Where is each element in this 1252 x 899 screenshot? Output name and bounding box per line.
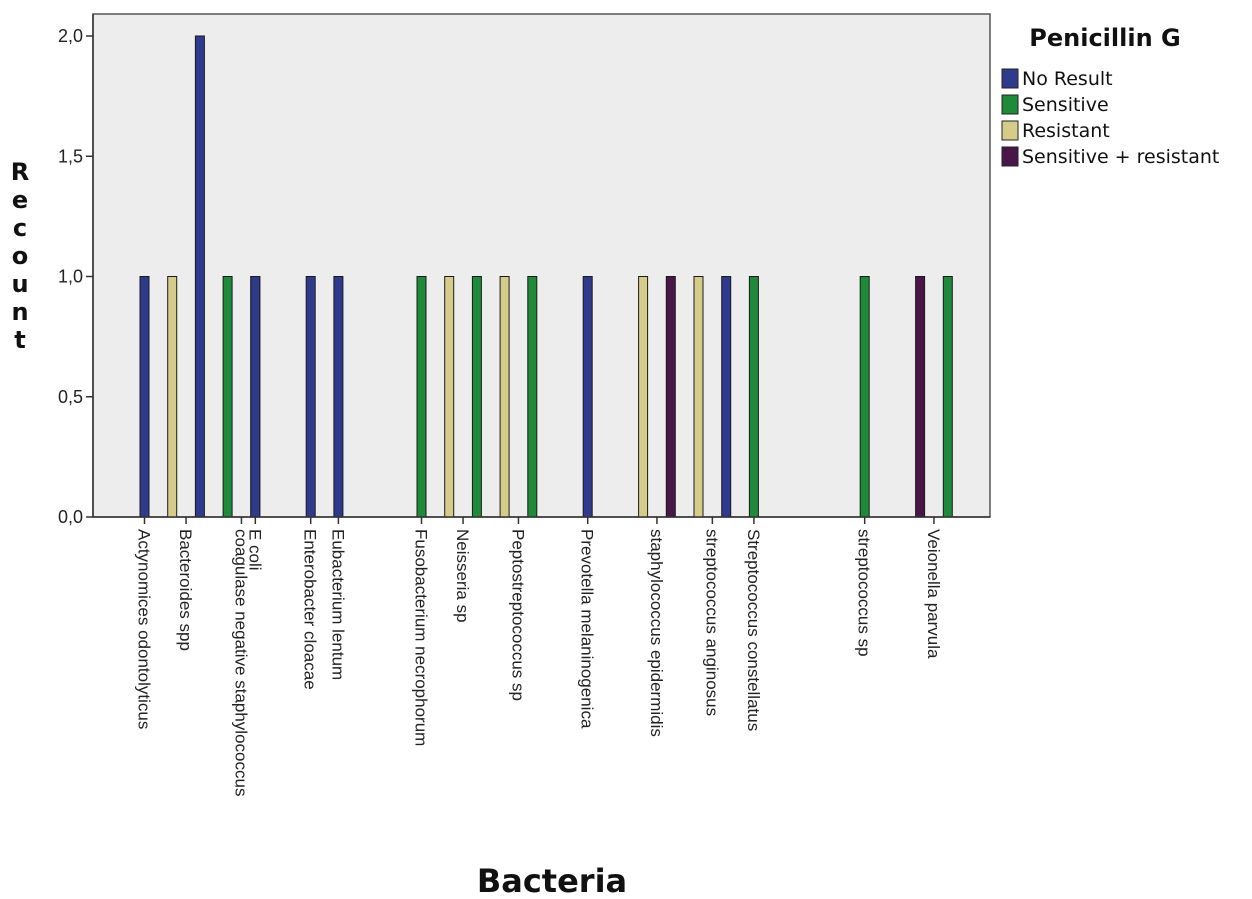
bar xyxy=(665,276,676,518)
bar xyxy=(250,276,261,518)
y-tick-label: 0,0 xyxy=(58,507,83,527)
x-tick-label: Veionella parvula xyxy=(924,529,943,659)
bar xyxy=(748,276,759,518)
bar xyxy=(499,276,510,518)
legend-label: Resistant xyxy=(1022,120,1110,142)
legend-swatch xyxy=(1001,120,1019,141)
legend-label: Sensitive xyxy=(1022,94,1109,116)
bar xyxy=(139,276,150,518)
legend-swatch xyxy=(1001,94,1019,115)
x-tick-label: streptococcus sp xyxy=(855,529,874,657)
bar xyxy=(194,35,205,518)
legend-swatch xyxy=(1001,146,1019,167)
bar xyxy=(222,276,233,518)
plot-area xyxy=(92,13,991,518)
legend-swatch xyxy=(1001,68,1019,89)
bar xyxy=(167,276,178,518)
y-tick-label: 1,5 xyxy=(58,146,83,166)
x-tick-label: Prevotella melaninogenica xyxy=(578,529,597,729)
bar xyxy=(305,276,316,518)
bar xyxy=(416,276,427,518)
legend-label: No Result xyxy=(1022,68,1113,90)
bar xyxy=(942,276,953,518)
legend-title: Penicillin G xyxy=(1029,24,1180,52)
x-tick-label: Bacteroides spp xyxy=(176,529,195,651)
x-tick-label: E coli xyxy=(245,529,264,571)
bar xyxy=(582,276,593,518)
x-tick-label: Streptococcus constellatus xyxy=(744,529,763,731)
bar xyxy=(444,276,455,518)
legend: Penicillin G No Result Sensitive Resistant… xyxy=(1001,24,1219,168)
x-axis-title: Bacteria xyxy=(477,862,627,899)
x-tick-label: Peptostreptococcus sp xyxy=(508,529,527,701)
x-tick-label: Fusobacterium necrophorum xyxy=(412,529,431,746)
x-tick-label: coagulase negative staphylococcus xyxy=(231,529,250,796)
x-tick-label: streptococcus anginosus xyxy=(702,529,721,716)
bar xyxy=(527,276,538,518)
y-axis: 0,0 0,5 1,0 1,5 2,0 xyxy=(58,14,94,527)
y-tick-label: 0,5 xyxy=(58,387,83,407)
bar xyxy=(693,276,704,518)
x-axis: Actynomices odontolyticus Bacteroides spp… xyxy=(93,516,990,796)
x-tick-label: Enterobacter cloacae xyxy=(301,529,320,690)
x-tick-label: Eubacterium lentum xyxy=(328,529,347,680)
x-tick-label: staphylococcus epidermidis xyxy=(647,529,666,737)
bar xyxy=(638,276,649,518)
bar xyxy=(471,276,482,518)
bars xyxy=(139,35,953,518)
bar xyxy=(859,276,870,518)
legend-label: Sensitive + resistant xyxy=(1022,146,1219,168)
y-tick-label: 1,0 xyxy=(58,267,83,287)
bar xyxy=(333,276,344,518)
x-tick-label: Actynomices odontolyticus xyxy=(135,529,154,729)
y-tick-label: 2,0 xyxy=(58,26,83,46)
bar xyxy=(915,276,926,518)
x-tick-label: Neisseria sp xyxy=(453,529,472,623)
bar xyxy=(721,276,732,518)
